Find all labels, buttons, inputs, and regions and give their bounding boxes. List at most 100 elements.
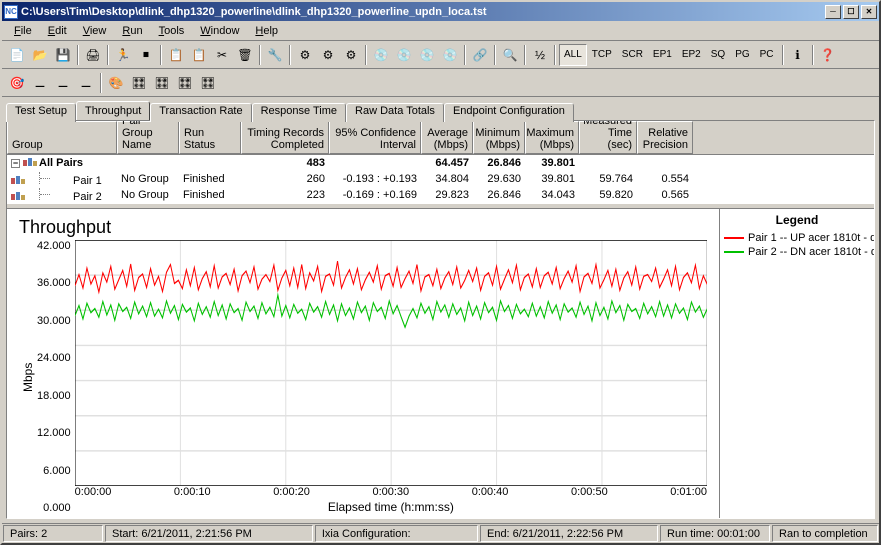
diskette1-icon[interactable]: 💿 <box>370 44 392 66</box>
x-tick-label: 0:00:00 <box>75 486 112 498</box>
tool3-icon[interactable]: ⚙ <box>317 44 339 66</box>
statusbar: Pairs: 2 Start: 6/21/2011, 2:21:56 PM Ix… <box>2 523 879 543</box>
column-header[interactable]: Relative Precision <box>637 121 693 154</box>
column-header[interactable]: Maximum (Mbps) <box>525 121 579 154</box>
window-title: C:\Users\Tim\Desktop\dlink_dhp1320_power… <box>21 6 825 18</box>
menu-view[interactable]: View <box>75 23 115 39</box>
sort-icon[interactable]: ½ <box>529 44 551 66</box>
close-button[interactable]: ✕ <box>861 5 877 19</box>
menu-edit[interactable]: Edit <box>40 23 75 39</box>
menu-run[interactable]: Run <box>114 23 150 39</box>
minimize-button[interactable]: ─ <box>825 5 841 19</box>
filter-ep1[interactable]: EP1 <box>648 44 677 66</box>
tool4-icon[interactable]: ⚙ <box>340 44 362 66</box>
sec-icon-9[interactable]: 🎛 <box>197 72 219 94</box>
help-icon[interactable]: ❓ <box>817 44 839 66</box>
table-cell: Finished <box>179 173 241 185</box>
grid-header: GroupPair Group NameRun StatusTiming Rec… <box>7 121 874 155</box>
sec-icon-5[interactable]: 🎨 <box>105 72 127 94</box>
copy-icon[interactable]: 📋 <box>165 44 187 66</box>
legend-swatch-icon <box>724 237 744 239</box>
column-header[interactable]: Measured Time (sec) <box>579 121 637 154</box>
run-icon[interactable]: 🏃 <box>112 44 134 66</box>
column-header[interactable]: Minimum (Mbps) <box>473 121 525 154</box>
column-header[interactable]: 95% Confidence Interval <box>329 121 421 154</box>
y-tick-label: 12.000 <box>37 427 71 439</box>
network-icon[interactable]: 🔗 <box>469 44 491 66</box>
tab-test-setup[interactable]: Test Setup <box>6 103 76 122</box>
tab-raw-data-totals[interactable]: Raw Data Totals <box>346 103 444 122</box>
sec-icon-3[interactable]: ⚊ <box>52 72 74 94</box>
secondary-toolbar: 🎯 ⚊ ⚊ ⚊ 🎨 🎛 🎛 🎛 🎛 <box>2 69 879 97</box>
print-icon[interactable]: 🖨 <box>82 44 104 66</box>
y-tick-label: 6.000 <box>37 465 71 477</box>
x-tick-label: 0:01:00 <box>670 486 707 498</box>
find-icon[interactable]: 🔍 <box>499 44 521 66</box>
y-tick-label: 30.000 <box>37 315 71 327</box>
sec-icon-2[interactable]: ⚊ <box>29 72 51 94</box>
table-cell: 39.801 <box>525 173 579 185</box>
diskette2-icon[interactable]: 💿 <box>393 44 415 66</box>
sec-icon-7[interactable]: 🎛 <box>151 72 173 94</box>
filter-ep2[interactable]: EP2 <box>677 44 706 66</box>
tab-endpoint-configuration[interactable]: Endpoint Configuration <box>444 103 574 122</box>
tab-throughput[interactable]: Throughput <box>76 101 150 120</box>
delete-icon[interactable]: 🗑 <box>234 44 256 66</box>
tool2-icon[interactable]: ⚙ <box>294 44 316 66</box>
column-header[interactable]: Pair Group Name <box>117 121 179 154</box>
y-axis-label: Mbps <box>19 240 37 514</box>
filter-scr[interactable]: SCR <box>617 44 648 66</box>
menu-file[interactable]: File <box>6 23 40 39</box>
info-icon[interactable]: ℹ <box>787 44 809 66</box>
x-axis-label: Elapsed time (h:mm:ss) <box>75 498 707 514</box>
menu-tools[interactable]: Tools <box>151 23 193 39</box>
filter-pg[interactable]: PG <box>730 44 754 66</box>
chart-area: Throughput Mbps 42.00036.00030.00024.000… <box>7 209 874 518</box>
filter-tcp[interactable]: TCP <box>587 44 617 66</box>
stop-icon[interactable]: ⏹ <box>135 44 157 66</box>
sec-icon-6[interactable]: 🎛 <box>128 72 150 94</box>
menu-window[interactable]: Window <box>192 23 247 39</box>
filter-pc[interactable]: PC <box>755 44 779 66</box>
filter-sq[interactable]: SQ <box>706 44 730 66</box>
table-row[interactable]: Pair 1No GroupFinished260-0.193 : +0.193… <box>7 171 874 187</box>
menubar: FileEditViewRunToolsWindowHelp <box>2 21 879 41</box>
diskette3-icon[interactable]: 💿 <box>416 44 438 66</box>
table-row[interactable]: Pair 2No GroupFinished223-0.169 : +0.169… <box>7 187 874 203</box>
diskette4-icon[interactable]: 💿 <box>439 44 461 66</box>
menu-help[interactable]: Help <box>247 23 286 39</box>
save-icon[interactable]: 💾 <box>52 44 74 66</box>
column-header[interactable]: Run Status <box>179 121 241 154</box>
main-toolbar: 📄 📂 💾 🖨 🏃 ⏹ 📋 📋 ✂ 🗑 🔧 ⚙ ⚙ ⚙ 💿 💿 💿 💿 🔗 🔍 … <box>2 41 879 69</box>
app-icon: NC <box>4 5 18 19</box>
tool-icon[interactable]: 🔧 <box>264 44 286 66</box>
maximize-button[interactable]: ☐ <box>843 5 859 19</box>
x-tick-label: 0:00:10 <box>174 486 211 498</box>
table-cell: 29.630 <box>473 173 525 185</box>
legend-title: Legend <box>720 209 874 231</box>
app-window: NC C:\Users\Tim\Desktop\dlink_dhp1320_po… <box>0 0 881 545</box>
tab-transaction-rate[interactable]: Transaction Rate <box>150 103 251 122</box>
legend-panel: Legend Pair 1 -- UP acer 1810t - dlPair … <box>719 209 874 518</box>
x-tick-label: 0:00:50 <box>571 486 608 498</box>
table-row[interactable]: −All Pairs48364.45726.84639.801 <box>7 155 874 171</box>
tab-response-time[interactable]: Response Time <box>252 103 346 122</box>
paste-icon[interactable]: 📋 <box>188 44 210 66</box>
sec-icon-4[interactable]: ⚊ <box>75 72 97 94</box>
column-header[interactable]: Timing Records Completed <box>241 121 329 154</box>
cut-icon[interactable]: ✂ <box>211 44 233 66</box>
legend-item: Pair 1 -- UP acer 1810t - dl <box>720 231 874 245</box>
table-cell: 59.764 <box>579 173 637 185</box>
open-icon[interactable]: 📂 <box>29 44 51 66</box>
table-cell: 39.801 <box>525 157 579 169</box>
column-header[interactable]: Average (Mbps) <box>421 121 473 154</box>
new-icon[interactable]: 📄 <box>6 44 28 66</box>
filter-all[interactable]: ALL <box>559 44 587 66</box>
titlebar[interactable]: NC C:\Users\Tim\Desktop\dlink_dhp1320_po… <box>2 2 879 21</box>
sec-icon-1[interactable]: 🎯 <box>6 72 28 94</box>
column-header[interactable]: Group <box>7 121 117 154</box>
table-cell: 59.820 <box>579 189 637 201</box>
chart-icon <box>23 158 37 168</box>
status-runtime: Run time: 00:01:00 <box>660 525 770 542</box>
sec-icon-8[interactable]: 🎛 <box>174 72 196 94</box>
